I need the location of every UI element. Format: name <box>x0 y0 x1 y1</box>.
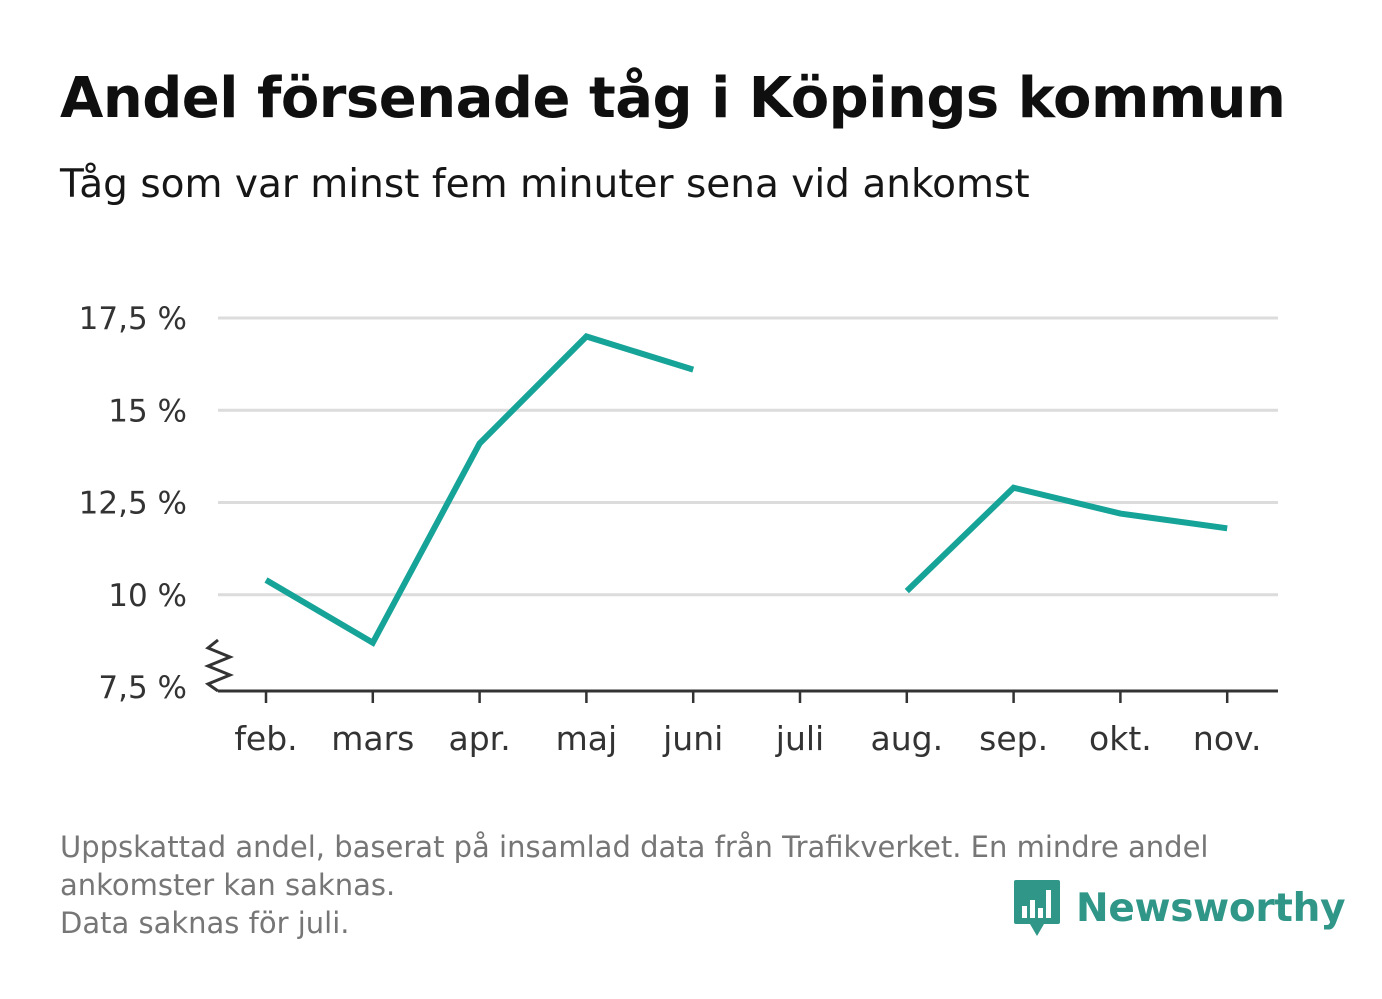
gridlines <box>218 316 1278 597</box>
series-line-segment <box>904 484 1228 594</box>
newsworthy-logo: Newsworthy <box>1012 878 1346 938</box>
axis-break-marker <box>204 638 234 693</box>
chart-title: Andel försenade tåg i Köpings kommun <box>60 66 1286 131</box>
series-lines <box>264 333 1228 647</box>
x-tick-label: juni <box>662 719 723 758</box>
y-tick-label: 7,5 % <box>98 670 187 706</box>
x-tick-label: okt. <box>1089 719 1152 758</box>
x-axis <box>204 638 1278 693</box>
footnote-line-3: Data saknas för juli. <box>60 906 350 940</box>
y-tick-label: 12,5 % <box>79 486 187 522</box>
footnote: Uppskattad andel, baserat på insamlad da… <box>60 828 1320 942</box>
x-tick-label: aug. <box>871 719 944 758</box>
newsworthy-logo-icon <box>1014 880 1060 936</box>
x-tick-label: juli <box>775 719 824 758</box>
x-axis-ticks: feb. mars apr. maj juni juli aug. sep. okt. nov. <box>234 691 1261 758</box>
x-tick-label: mars <box>331 719 414 758</box>
y-axis-ticks: 7,5 % 10 % 12,5 % 15 % 17,5 % <box>79 301 187 706</box>
footnote-line-1: Uppskattad andel, baserat på insamlad da… <box>60 830 1209 864</box>
footnote-line-2: ankomster kan saknas. <box>60 868 396 902</box>
brand-name: Newsworthy <box>1076 885 1346 931</box>
y-tick-label: 17,5 % <box>79 301 187 337</box>
y-tick-label: 15 % <box>108 393 187 429</box>
x-tick-label: feb. <box>234 719 297 758</box>
chart-subtitle: Tåg som var minst fem minuter sena vid a… <box>60 162 1030 207</box>
x-tick-label: apr. <box>448 719 510 758</box>
x-tick-label: maj <box>556 719 618 758</box>
y-tick-label: 10 % <box>108 578 187 614</box>
x-tick-label: sep. <box>979 719 1048 758</box>
series-line-segment <box>264 333 695 647</box>
x-tick-label: nov. <box>1193 719 1262 758</box>
